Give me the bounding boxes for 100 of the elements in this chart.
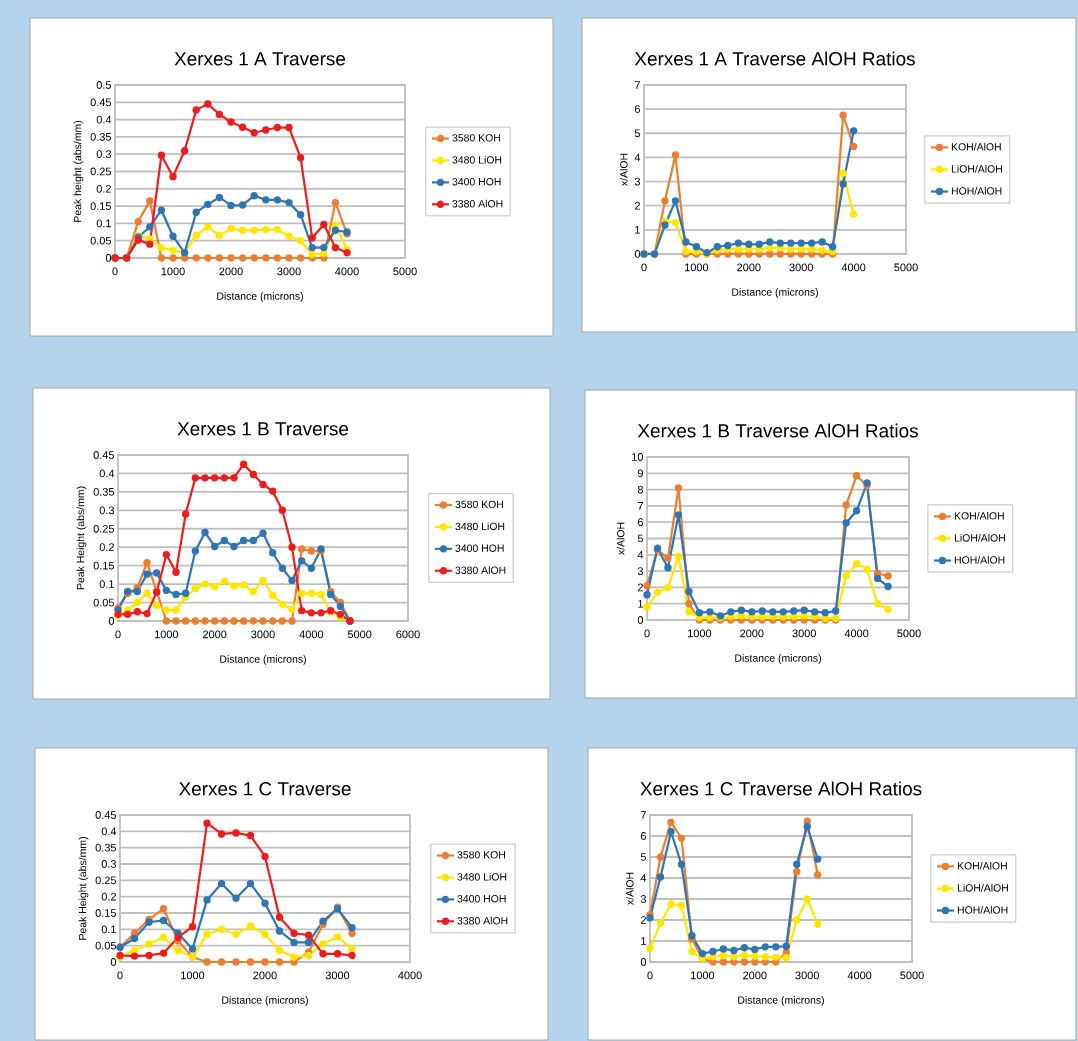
y-tick-label: 4 — [640, 874, 647, 882]
legend-label: 3580 KOH — [452, 134, 500, 142]
x-tick-label: 4000 — [335, 267, 359, 276]
y-tick-label: 0 — [110, 958, 117, 966]
x-tick-label: 5000 — [897, 629, 921, 638]
y-tick-label: 0.05 — [93, 598, 115, 607]
y-tick-label: 3 — [637, 567, 644, 575]
y-tick-label: 0.2 — [101, 892, 116, 901]
y-tick-label: 1 — [641, 937, 646, 945]
y-axis-title: x/AlOH — [625, 872, 634, 905]
chart-title: Xerxes 1 C Traverse — [178, 782, 351, 796]
y-tick-label: 6 — [640, 832, 647, 840]
y-tick-label: 10 — [632, 453, 644, 461]
y-axis-title: Peak height (abs/mm) — [73, 120, 84, 222]
legend-label: 3480 LiOH — [457, 872, 507, 881]
y-tick-label: 0 — [108, 617, 115, 625]
y-tick-label: 0.35 — [93, 488, 115, 496]
legend-label: 3480 LiOH — [455, 522, 505, 531]
x-tick-label: 5000 — [894, 263, 918, 272]
y-tick-label: 0 — [105, 254, 112, 262]
y-tick-label: 5 — [640, 853, 647, 861]
legend-label: 3480 LiOH — [452, 155, 502, 164]
legend-label: LiOH/AlOH — [951, 164, 1002, 173]
x-tick-label: 2000 — [219, 267, 243, 276]
legend-label: HOH/AlOH — [954, 556, 1005, 564]
x-axis-title: Distance (microns) — [220, 655, 306, 665]
y-tick-label: 2 — [637, 583, 643, 592]
x-tick-label: 2000 — [203, 630, 227, 639]
x-tick-label: 1000 — [161, 267, 185, 276]
y-tick-label: 5 — [634, 129, 641, 138]
x-tick-label: 6000 — [396, 630, 420, 639]
x-tick-label: 4000 — [847, 971, 872, 980]
y-tick-label: 1 — [638, 599, 643, 608]
y-tick-label: 0.3 — [101, 860, 116, 868]
x-tick-label: 2000 — [253, 971, 277, 980]
x-axis-title: Distance (microns) — [735, 654, 821, 664]
y-tick-label: 5 — [637, 534, 644, 543]
x-tick-label: 4000 — [841, 263, 866, 272]
y-tick-label: 7 — [640, 811, 646, 819]
y-tick-label: 0.25 — [90, 167, 112, 176]
chart-title: Xerxes 1 B Traverse AlOH Ratios — [637, 423, 918, 438]
y-tick-label: 6 — [637, 518, 644, 527]
x-tick-label: 3000 — [325, 971, 350, 980]
y-tick-label: 0.2 — [99, 543, 114, 552]
y-tick-label: 3 — [634, 177, 641, 186]
x-tick-label: 1000 — [154, 630, 179, 639]
y-tick-label: 0 — [634, 250, 641, 258]
legend-label: 3400 HOH — [452, 177, 501, 186]
y-tick-label: 0.3 — [99, 506, 114, 515]
y-tick-label: 8 — [637, 485, 644, 494]
y-tick-label: 0.2 — [96, 184, 111, 193]
y-tick-label: 0.35 — [90, 133, 112, 141]
x-axis-title: Distance (microns) — [222, 996, 308, 1006]
chart-title: Xerxes 1 A Traverse — [174, 52, 346, 66]
y-tick-label: 4 — [634, 153, 641, 162]
y-tick-label: 0.5 — [96, 81, 112, 89]
y-tick-label: 0.05 — [95, 941, 117, 950]
y-tick-label: 0.45 — [93, 451, 115, 459]
x-tick-label: 4000 — [398, 971, 422, 980]
y-axis-title: Peak Height (abs/mm) — [78, 837, 89, 940]
chart-title: Xerxes 1 B Traverse — [177, 422, 349, 436]
x-tick-label: 5000 — [393, 267, 417, 276]
legend-label: KOH/AlOH — [954, 511, 1004, 520]
x-tick-label: 3000 — [795, 971, 819, 980]
y-tick-label: 0.15 — [95, 909, 117, 917]
legend-label: KOH/AlOH — [957, 861, 1007, 870]
x-tick-label: 3000 — [789, 263, 813, 272]
x-tick-label: 4000 — [844, 629, 869, 638]
legend-label: KOH/AlOH — [951, 142, 1001, 151]
x-tick-label: 5000 — [900, 971, 924, 980]
y-tick-label: 2 — [640, 916, 646, 924]
y-tick-label: 0.1 — [101, 925, 116, 934]
y-axis-title: x/AlOH — [619, 153, 628, 186]
y-tick-label: 3 — [640, 895, 647, 903]
legend-label: 3580 KOH — [455, 500, 503, 509]
x-axis-title: Distance (microns) — [732, 288, 818, 298]
x-tick-label: 3000 — [277, 267, 301, 276]
x-tick-label: 4000 — [299, 630, 324, 639]
x-tick-label: 1000 — [688, 629, 712, 638]
x-tick-label: 3000 — [251, 630, 275, 639]
y-tick-label: 0.4 — [99, 469, 115, 478]
y-tick-label: 0.45 — [95, 811, 117, 819]
y-tick-label: 2 — [634, 201, 640, 210]
x-tick-label: 0 — [117, 971, 123, 980]
y-tick-label: 0.15 — [93, 561, 115, 570]
x-tick-label: 2000 — [743, 971, 767, 980]
y-tick-label: 0.45 — [90, 98, 112, 107]
y-tick-label: 0 — [637, 616, 644, 624]
x-tick-label: 3000 — [792, 629, 816, 638]
chart-title: Xerxes 1 C Traverse AlOH Ratios — [640, 781, 922, 796]
y-tick-label: 7 — [634, 81, 640, 89]
y-tick-label: 0.05 — [90, 236, 112, 245]
x-tick-label: 1000 — [691, 971, 715, 980]
x-tick-label: 1000 — [181, 971, 205, 980]
y-tick-label: 0.4 — [96, 115, 112, 124]
x-axis-title: Distance (microns) — [738, 996, 824, 1006]
y-tick-label: 1 — [635, 226, 640, 234]
y-tick-label: 0.1 — [99, 580, 114, 588]
legend-label: LiOH/AlOH — [954, 533, 1005, 542]
x-tick-label: 1000 — [685, 263, 709, 272]
